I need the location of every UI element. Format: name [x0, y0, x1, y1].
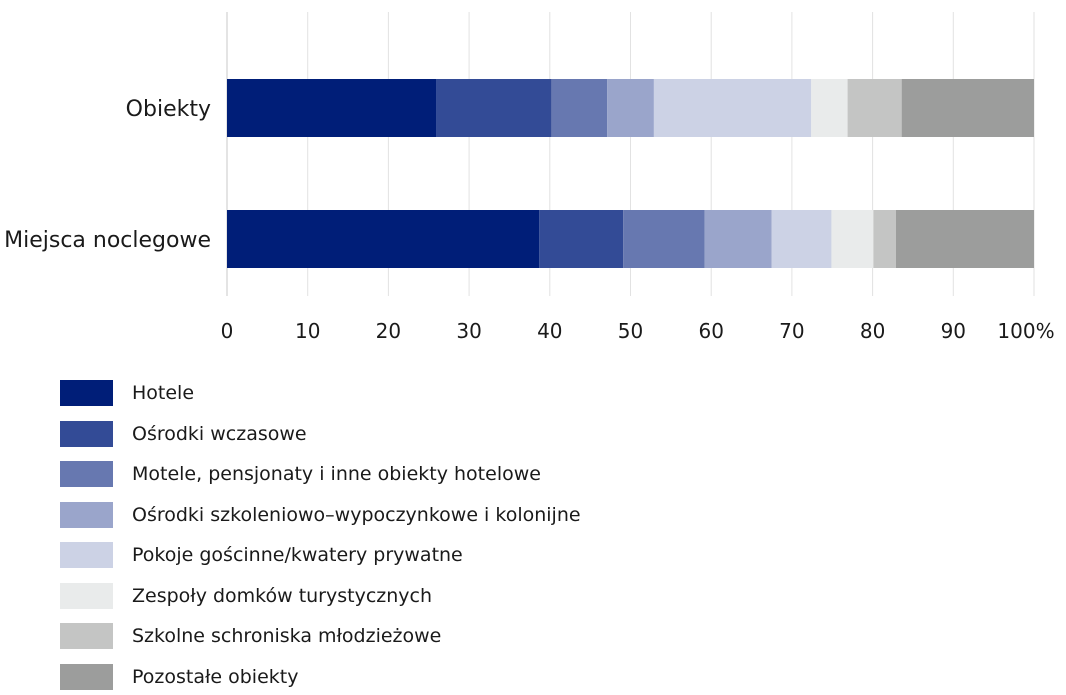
legend-swatch [60, 623, 113, 649]
x-tick-label: 60 [698, 319, 723, 343]
legend-label: Motele, pensjonaty i inne obiekty hotelo… [132, 463, 541, 485]
category-label: Miejsca noclegowe [4, 228, 211, 253]
x-tick-label: 90 [941, 319, 966, 343]
bar-segment [704, 210, 772, 268]
x-tick-label: 70 [779, 319, 804, 343]
bar-segment [873, 210, 897, 268]
bar-segment [653, 79, 812, 137]
x-tick-label: 50 [618, 319, 643, 343]
x-tick-label: 100% [997, 319, 1054, 343]
x-tick-label: 40 [537, 319, 562, 343]
bar-segment [607, 79, 654, 137]
legend-swatch [60, 582, 113, 609]
x-tick-label: 30 [456, 319, 481, 343]
x-tick-label: 10 [295, 319, 320, 343]
bar-segment [551, 79, 608, 137]
bar-segment [436, 79, 552, 137]
legend-swatch [60, 380, 113, 406]
legend-swatch [60, 501, 113, 528]
legend-label: Pokoje gościnne/kwatery prywatne [132, 544, 463, 566]
legend-label: Ośrodki wczasowe [132, 422, 307, 445]
category-labels: Obiekty Miejsca noclegowe [4, 97, 211, 253]
legend-swatch [60, 420, 113, 447]
bar-segment [896, 210, 1034, 268]
bar-segment [811, 79, 848, 137]
x-tick-label: 20 [376, 319, 401, 343]
bar-segment [771, 210, 832, 268]
x-tick-label: 80 [860, 319, 885, 343]
x-tick-labels: 0 10 20 30 40 50 60 70 80 90 100% [221, 319, 1055, 343]
legend-swatch [60, 542, 113, 568]
bar-segment [227, 210, 540, 268]
legend-label: Szkolne schroniska młodzieżowe [132, 625, 442, 647]
bars [227, 79, 1034, 268]
category-label: Obiekty [126, 97, 211, 122]
bar-segment [227, 79, 437, 137]
legend-label: Pozostałe obiekty [132, 665, 299, 688]
legend-label: Hotele [132, 382, 195, 404]
bar-segment [847, 79, 902, 137]
bar-segment [623, 210, 705, 268]
legend-label: Zespoły domków turystycznych [132, 584, 433, 607]
bar-segment [831, 210, 874, 268]
stacked-bar-chart: Obiekty Miejsca noclegowe 0 10 20 30 40 50 60 70… [4, 12, 1055, 343]
legend-label: Ośrodki szkoleniowo–wypoczynkowe i kolon… [132, 503, 581, 526]
legend-swatch [60, 663, 113, 690]
legend-swatch [60, 461, 113, 487]
bar-segment [901, 79, 1034, 137]
bar-segment [539, 210, 624, 268]
x-tick-label: 0 [221, 319, 234, 343]
